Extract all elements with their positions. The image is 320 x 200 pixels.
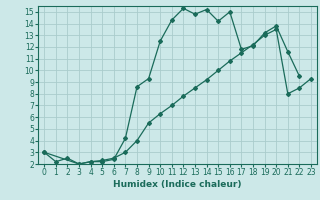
X-axis label: Humidex (Indice chaleur): Humidex (Indice chaleur): [113, 180, 242, 189]
